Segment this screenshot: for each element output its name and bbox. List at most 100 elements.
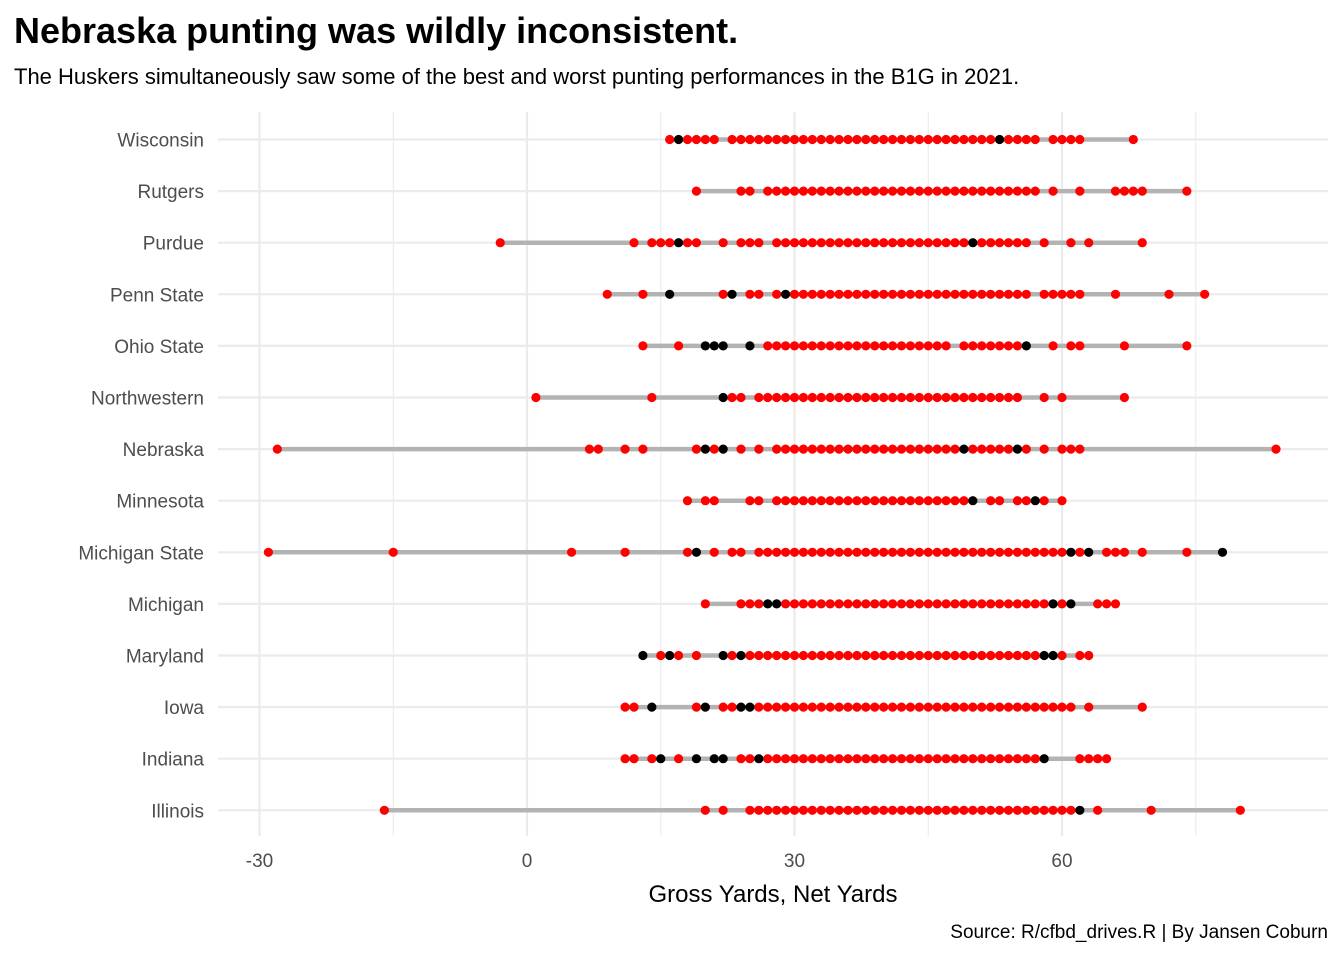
punt-point xyxy=(1084,650,1094,661)
punt-point xyxy=(1075,547,1085,557)
punt-point xyxy=(950,547,960,557)
punt-point xyxy=(1012,754,1023,764)
punt-point xyxy=(736,186,746,196)
punt-point xyxy=(852,134,862,145)
punt-point xyxy=(870,289,880,299)
punt-point xyxy=(1003,599,1014,609)
punt-point xyxy=(950,134,960,145)
punt-point xyxy=(887,754,898,764)
punt-point xyxy=(1110,547,1121,557)
punt-point xyxy=(977,238,987,248)
punt-point xyxy=(1012,650,1023,661)
punt-point xyxy=(745,650,755,661)
punt-point xyxy=(807,186,817,196)
punt-point xyxy=(1075,444,1085,454)
punt-point xyxy=(914,547,924,557)
punt-point xyxy=(789,392,800,403)
punt-point xyxy=(772,702,782,712)
punt-point xyxy=(682,547,693,557)
punt-point xyxy=(994,392,1005,403)
punt-point xyxy=(986,444,996,454)
team-label: Illinois xyxy=(151,801,204,822)
punt-point-highlight xyxy=(994,134,1005,145)
punt-point xyxy=(941,186,951,196)
punt-point xyxy=(977,805,987,815)
punt-point xyxy=(834,650,844,661)
team-label: Rutgers xyxy=(137,182,204,203)
punt-point xyxy=(879,238,889,248)
punt-point xyxy=(1066,341,1076,351)
punt-point xyxy=(656,650,666,661)
punt-point xyxy=(1182,341,1192,351)
punt-point xyxy=(700,496,710,506)
punt-point xyxy=(825,444,835,454)
punt-point xyxy=(1182,186,1192,196)
punt-point xyxy=(1066,805,1076,815)
punt-point xyxy=(852,650,862,661)
punt-point xyxy=(905,289,916,299)
punt-point-highlight xyxy=(1039,754,1049,764)
punt-point xyxy=(834,186,844,196)
punt-point xyxy=(736,754,746,764)
punt-point xyxy=(914,238,924,248)
punt-point xyxy=(1003,444,1014,454)
punt-point xyxy=(789,754,800,764)
punt-point xyxy=(834,805,844,815)
punt-point xyxy=(941,341,951,351)
punt-point xyxy=(959,754,969,764)
punt-point xyxy=(896,186,907,196)
punt-point xyxy=(816,702,826,712)
punt-point xyxy=(1075,186,1085,196)
punt-point xyxy=(834,599,844,609)
punt-point xyxy=(1003,341,1014,351)
punt-point xyxy=(977,341,987,351)
punt-point xyxy=(896,134,907,145)
punt-point-highlight xyxy=(1084,547,1094,557)
punt-point xyxy=(852,547,862,557)
punt-point xyxy=(772,496,782,506)
punt-point xyxy=(807,289,817,299)
punt-point xyxy=(896,392,907,403)
punt-point xyxy=(789,341,800,351)
punt-point-highlight xyxy=(718,754,728,764)
punt-point xyxy=(798,186,809,196)
punt-point xyxy=(843,238,853,248)
punt-point xyxy=(754,547,764,557)
punt-point xyxy=(1119,341,1130,351)
team-label: Nebraska xyxy=(123,440,205,461)
punt-point xyxy=(1012,238,1023,248)
punt-point xyxy=(986,341,996,351)
punt-point xyxy=(709,496,719,506)
punt-point xyxy=(887,599,898,609)
punt-point xyxy=(1057,392,1067,403)
punt-point xyxy=(879,341,889,351)
punt-point xyxy=(807,134,817,145)
punt-point xyxy=(656,238,666,248)
punt-point xyxy=(1003,754,1014,764)
punt-point xyxy=(1110,289,1121,299)
punt-point xyxy=(941,547,951,557)
punt-point xyxy=(736,238,746,248)
punt-point xyxy=(629,238,639,248)
punt-point xyxy=(691,702,702,712)
punt-point xyxy=(861,134,871,145)
punt-point xyxy=(798,392,809,403)
punt-point-highlight xyxy=(1048,650,1058,661)
punt-point xyxy=(852,238,862,248)
punt-point xyxy=(932,702,942,712)
punt-point xyxy=(825,805,835,815)
punt-point xyxy=(825,547,835,557)
punt-point xyxy=(772,547,782,557)
punt-point xyxy=(566,547,577,557)
punt-point xyxy=(959,650,969,661)
punt-point xyxy=(932,134,942,145)
punt-point xyxy=(807,702,817,712)
punt-point xyxy=(870,702,880,712)
punt-point-highlight xyxy=(727,289,737,299)
punt-point xyxy=(709,134,719,145)
punt-point xyxy=(1137,547,1147,557)
punt-point xyxy=(754,289,764,299)
punt-point xyxy=(923,341,933,351)
punt-point xyxy=(754,392,764,403)
punt-point xyxy=(718,289,728,299)
